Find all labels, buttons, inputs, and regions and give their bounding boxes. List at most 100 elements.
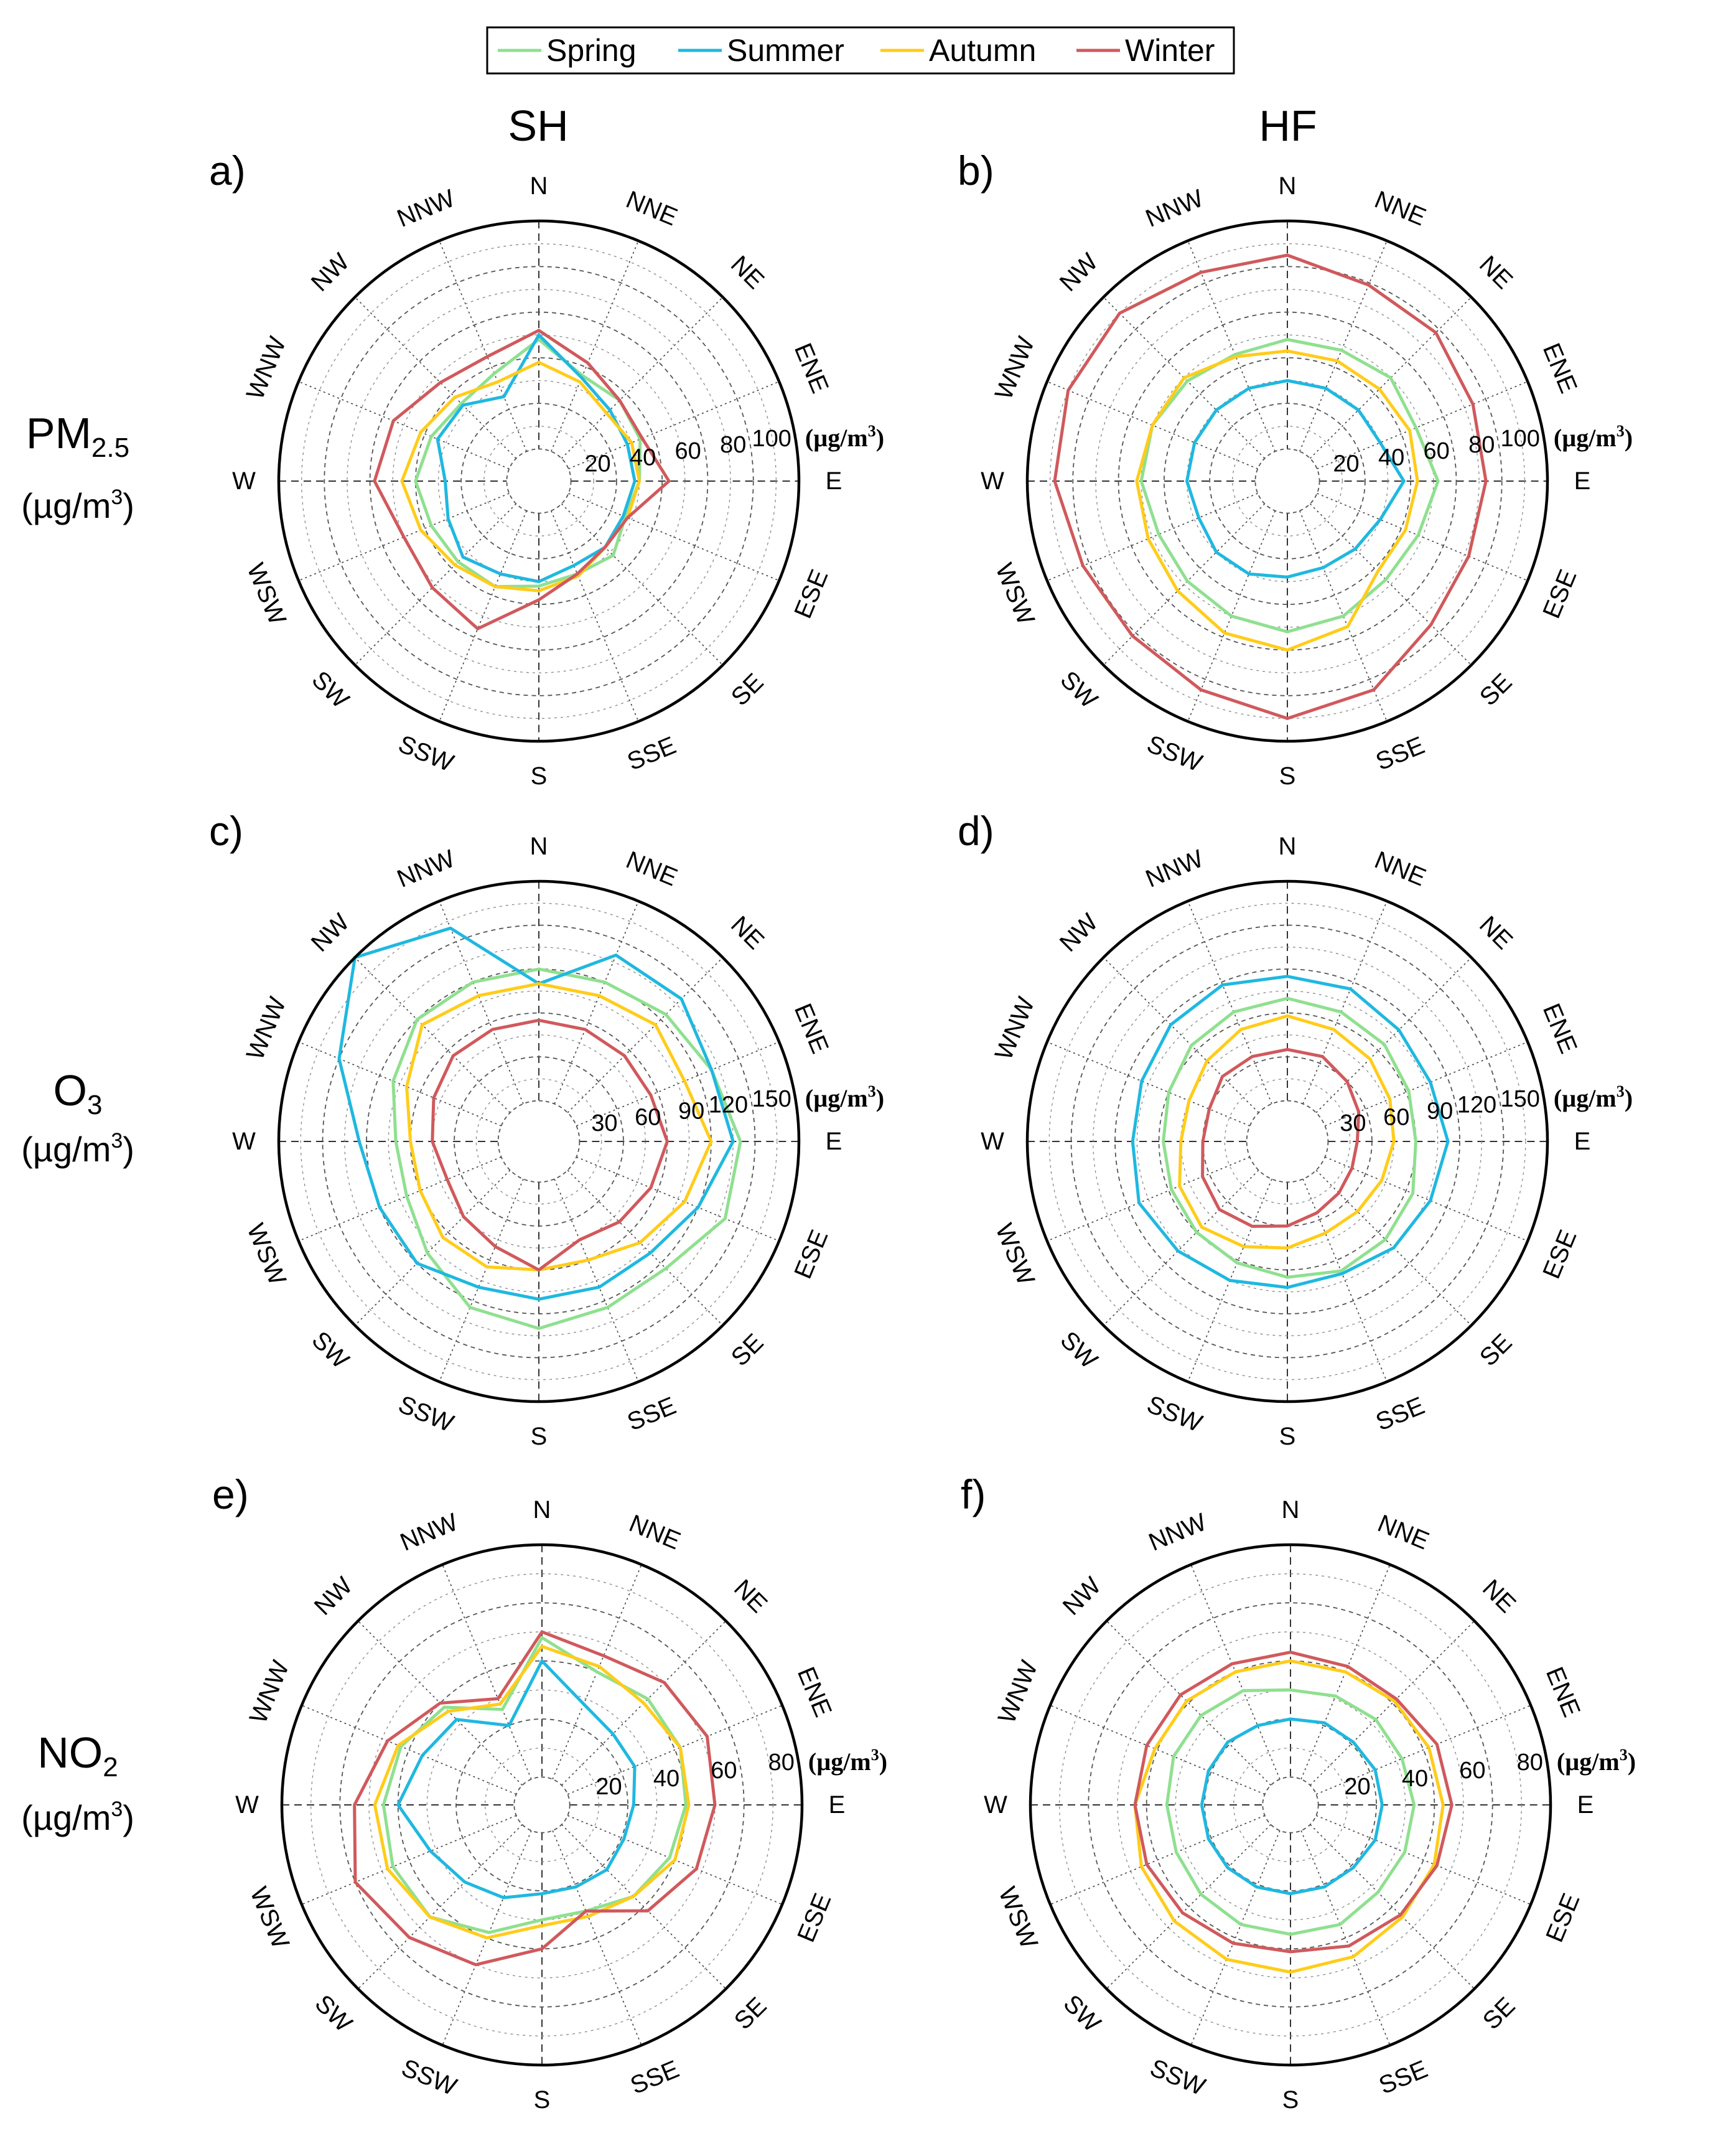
panel-e-inner-ring (513, 1776, 571, 1834)
panel-f-dir-n: N (1282, 1496, 1300, 1524)
legend-entry-winter: Winter (1076, 33, 1215, 68)
panel-b-label: b) (958, 148, 994, 194)
panel-d-inner-ring (1246, 1100, 1329, 1183)
panel-e-tick-80: 80 (768, 1750, 795, 1776)
panel-c-dir-nnw: NNW (393, 845, 459, 892)
panel-c-grid-ring (344, 947, 734, 1336)
panel-f-grid-ring (1175, 1689, 1406, 1921)
panel-b-spoke-ese (1317, 493, 1528, 581)
panel-f-spoke-ssw (1190, 1830, 1281, 2046)
panel-a-dir-ese: ESE (789, 566, 833, 622)
panel-f-spoke-ese (1315, 1815, 1531, 1905)
panel-e-dir-ne: NE (729, 1575, 772, 1618)
panel-e-spoke-wsw (301, 1815, 517, 1905)
panel-e-tick-20: 20 (595, 1774, 622, 1800)
row-label-no2: NO2 (µg/m3) (21, 1728, 134, 1837)
panel-b-dir-wnw: WNW (990, 333, 1040, 404)
panel-f-grid-ring (1146, 1660, 1435, 1950)
panel-a-tick-20: 20 (584, 451, 610, 477)
polar-panels: a)20 40 60 80 100 (µg/m3)N NNENEENEEESESESSESS… (209, 148, 1636, 2114)
panel-c-unit-label: (µg/m3) (805, 1082, 884, 1112)
panel-f-series-summer (1200, 1717, 1384, 1896)
panel-d-grid-ring (1114, 968, 1460, 1314)
panel-b-grid-ring (1163, 357, 1412, 606)
panel-d-spoke-nw (1103, 957, 1259, 1113)
panel-f-dir-nnw: NNW (1145, 1508, 1210, 1556)
panel-d-dir-ssw: SSW (1143, 1390, 1206, 1438)
panel-b-tick-40: 40 (1378, 444, 1404, 471)
panel-d-label: d) (958, 808, 994, 854)
panel-b-grid-ring (1095, 289, 1480, 673)
row-label-pm25-unit: (µg/m3) (21, 485, 134, 525)
panel-e-dir-ene: ENE (792, 1663, 837, 1721)
panel-c-dir-e: E (826, 1128, 842, 1155)
panel-d-dir-w: W (981, 1128, 1004, 1155)
panel-a-tick-60: 60 (675, 438, 701, 464)
panel-a-grid-ring (369, 311, 709, 651)
panel-b-dir-wsw: WSW (990, 560, 1040, 629)
panel-f-label: f) (961, 1471, 986, 1517)
panel-d-grid-ring (1070, 924, 1505, 1359)
panel-b-series-spring (1139, 337, 1440, 634)
panel-f-spoke-wsw (1050, 1815, 1266, 1905)
panel-a-dir-wsw: WSW (241, 560, 291, 629)
panel-f-grid-ring (1233, 1747, 1348, 1863)
panel-c-spoke-ne (567, 957, 724, 1113)
panel-b-tick-80: 80 (1468, 432, 1495, 458)
panel-f-spoke-sse (1300, 1830, 1391, 2046)
panel-d-dir-nw: NW (1055, 909, 1103, 957)
panel-d: d) 30 60 90 120 150 (µg/m3) N NNE NE ENE E ESE SE SSE S… (958, 808, 1633, 1450)
panel-a-spoke-nnw (439, 240, 527, 452)
row-label-o3-name: O3 (54, 1066, 103, 1120)
row-label-pm25: PM2.5 (µg/m3) (21, 409, 134, 525)
panel-f-grid-ring (1088, 1602, 1493, 2008)
panel-a-dir-se: SE (726, 668, 769, 711)
panel-e-grid-ring (426, 1689, 658, 1921)
panel-b-grid-ring (1232, 426, 1343, 536)
panel-e-dir-nw: NW (309, 1572, 358, 1621)
panel-c-dir-ese: ESE (789, 1226, 833, 1283)
panel-b-dir-ne: NE (1474, 251, 1518, 294)
panel-c-dir-wnw: WNW (241, 993, 292, 1064)
panel-f-tick-40: 40 (1402, 1766, 1428, 1792)
panel-d-grid-ring (1048, 902, 1526, 1380)
panel-b-dir-sw: SW (1055, 666, 1103, 714)
panel-e-dir-e: E (829, 1791, 846, 1819)
panel-f-spoke-sw (1106, 1824, 1271, 1990)
panel-f-dir-se: SE (1478, 1992, 1521, 2035)
panel-c-tick-30: 30 (591, 1110, 617, 1136)
panel-b-inner-ring (1254, 448, 1320, 514)
panel-f-tick-20: 20 (1344, 1774, 1370, 1800)
panel-e-dir-w: W (235, 1791, 259, 1819)
panel-b-spoke-se (1309, 503, 1472, 666)
panel-b-outer-ring (1025, 219, 1549, 743)
panel-b-grid-ring (1118, 311, 1457, 651)
panel-d-dir-s: S (1279, 1423, 1296, 1450)
panel-a-spoke-ssw (439, 510, 527, 722)
panel-e-dir-nne: NNE (625, 1510, 684, 1555)
panel-a-dir-nne: NNE (622, 186, 681, 232)
panel-d-dir-sw: SW (1055, 1326, 1103, 1374)
panel-b-dir-w: W (981, 467, 1004, 495)
panel-a-tick-40: 40 (630, 444, 656, 471)
panel-b-dir-ssw: SSW (1143, 730, 1206, 777)
panel-a-spoke-wsw (298, 493, 510, 581)
panel-e-tick-60: 60 (711, 1758, 737, 1784)
panel-e-dir-se: SE (729, 1992, 772, 2035)
panel-f-dir-e: E (1577, 1791, 1594, 1819)
panel-d-dir-ene: ENE (1538, 1000, 1582, 1057)
panel-b-spoke-nnw (1187, 240, 1276, 452)
column-header-sh: SH (508, 101, 568, 150)
panel-b-grid-ring (1072, 266, 1503, 696)
panel-b-unit-label: (µg/m3) (1554, 422, 1633, 452)
panel-f-unit-label: (µg/m3) (1557, 1746, 1636, 1776)
panel-b-spoke-ssw (1187, 510, 1276, 722)
legend-entry-spring: Spring (498, 33, 637, 68)
panel-b-spoke-nne (1299, 240, 1388, 452)
panel-c-spoke-sse (554, 1179, 639, 1382)
panel-d-tick-30: 30 (1340, 1110, 1366, 1136)
row-label-o3: O3 (µg/m3) (21, 1066, 134, 1169)
panel-b-tick-100: 100 (1501, 426, 1540, 452)
panel-c-dir-sse: SSE (623, 1392, 680, 1436)
